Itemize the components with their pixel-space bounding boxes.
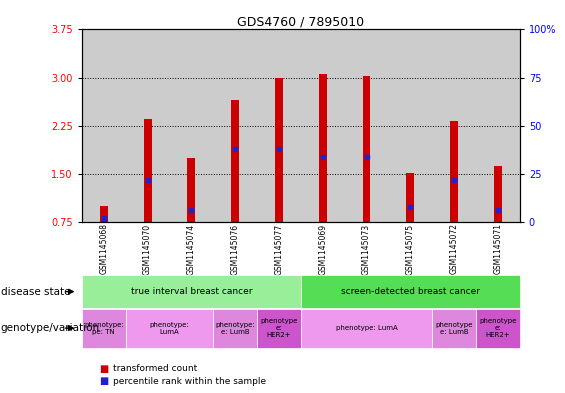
Text: phenotype:
e: LumB: phenotype: e: LumB xyxy=(215,321,255,335)
Text: screen-detected breast cancer: screen-detected breast cancer xyxy=(341,287,480,296)
Title: GDS4760 / 7895010: GDS4760 / 7895010 xyxy=(237,15,364,28)
Bar xyxy=(450,121,458,222)
Bar xyxy=(432,29,476,222)
Bar xyxy=(125,29,170,222)
Bar xyxy=(125,309,214,348)
Text: ■: ■ xyxy=(99,376,108,386)
Bar xyxy=(301,29,345,222)
Bar xyxy=(406,173,414,222)
Text: phenotype
e: LumB: phenotype e: LumB xyxy=(436,321,473,335)
Bar xyxy=(301,309,432,348)
Bar xyxy=(494,166,502,222)
Bar xyxy=(275,78,283,222)
Text: phenotype
e:
HER2+: phenotype e: HER2+ xyxy=(479,318,516,338)
Bar xyxy=(257,309,301,348)
Bar xyxy=(214,309,257,348)
Text: ■: ■ xyxy=(99,364,108,374)
Text: transformed count: transformed count xyxy=(113,364,197,373)
Bar xyxy=(476,29,520,222)
Bar xyxy=(432,309,476,348)
Bar xyxy=(389,29,432,222)
Bar xyxy=(82,275,301,308)
Text: phenotype:
pe: TN: phenotype: pe: TN xyxy=(84,321,124,335)
Bar xyxy=(170,29,214,222)
Bar xyxy=(301,275,520,308)
Bar xyxy=(231,100,239,222)
Bar xyxy=(363,76,371,222)
Text: phenotype
e:
HER2+: phenotype e: HER2+ xyxy=(260,318,298,338)
Bar xyxy=(319,74,327,222)
Bar xyxy=(144,119,151,222)
Text: disease state: disease state xyxy=(1,286,70,297)
Text: true interval breast cancer: true interval breast cancer xyxy=(131,287,252,296)
Bar xyxy=(476,309,520,348)
Text: phenotype:
LumA: phenotype: LumA xyxy=(150,321,189,335)
Text: percentile rank within the sample: percentile rank within the sample xyxy=(113,377,266,386)
Bar xyxy=(82,309,125,348)
Bar xyxy=(214,29,257,222)
Bar xyxy=(345,29,389,222)
Bar xyxy=(100,206,108,222)
Bar xyxy=(82,29,125,222)
Text: genotype/variation: genotype/variation xyxy=(1,323,99,333)
Bar xyxy=(257,29,301,222)
Bar xyxy=(188,158,195,222)
Text: phenotype: LumA: phenotype: LumA xyxy=(336,325,397,331)
